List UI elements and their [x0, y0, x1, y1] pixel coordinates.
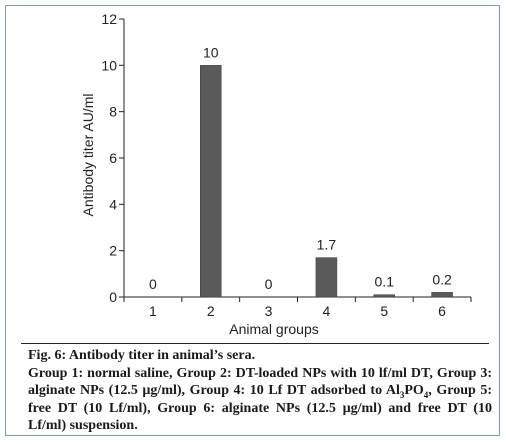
- y-tick-label: 2: [109, 243, 117, 259]
- x-axis-label: Animal groups: [229, 321, 319, 337]
- x-tick-label: 3: [265, 303, 273, 319]
- caption-title: Fig. 6: Antibody titer in animal’s sera.: [28, 348, 256, 363]
- x-tick-label: 1: [149, 303, 157, 319]
- y-tick-label: 6: [109, 150, 117, 166]
- data-label-group-6: 0.2: [432, 271, 452, 287]
- x-tick-label: 6: [438, 303, 446, 319]
- bar-group-6: [431, 292, 453, 298]
- x-axis: 1 2 3 4 5 6: [123, 296, 472, 319]
- y-axis: 0 2 4 6 8 10 12: [101, 11, 125, 305]
- caption-subscript-1: 3: [399, 389, 405, 400]
- x-tick-label: 4: [323, 303, 331, 319]
- x-tick-label: 2: [207, 303, 215, 319]
- caption-body: Group 1: normal saline, Group 2: DT-load…: [28, 365, 492, 435]
- bar-group-5: [373, 294, 395, 298]
- data-label-group-3: 0: [265, 276, 273, 292]
- data-label-group-2: 10: [203, 44, 219, 60]
- y-tick-label: 12: [101, 11, 117, 27]
- y-axis-label: Antibody titer AU/ml: [80, 94, 96, 217]
- data-labels: 0 10 0 1.7 0.1 0.2: [149, 44, 452, 292]
- data-label-group-1: 0: [149, 276, 157, 292]
- bars: [200, 65, 453, 298]
- bar-group-2: [200, 65, 222, 298]
- y-tick-label: 10: [101, 57, 117, 73]
- data-label-group-5: 0.1: [375, 274, 395, 290]
- y-tick-label: 0: [109, 289, 117, 305]
- caption-text-3: , Group 5: free DT (10 Lf/ml), Group 6: …: [28, 383, 492, 433]
- data-label-group-4: 1.7: [317, 237, 337, 253]
- x-tick-label: 5: [380, 303, 388, 319]
- caption-divider: [21, 343, 489, 344]
- bar-group-4: [315, 257, 338, 298]
- caption-subscript-2: 4: [423, 389, 429, 400]
- caption-text-2: PO: [404, 383, 424, 398]
- y-tick-label: 4: [109, 196, 117, 212]
- caption-text-1: Group 1: normal saline, Group 2: DT-load…: [28, 365, 492, 399]
- figure-caption: Fig. 6: Antibody titer in animal’s sera.…: [28, 347, 492, 435]
- y-tick-label: 8: [109, 104, 117, 120]
